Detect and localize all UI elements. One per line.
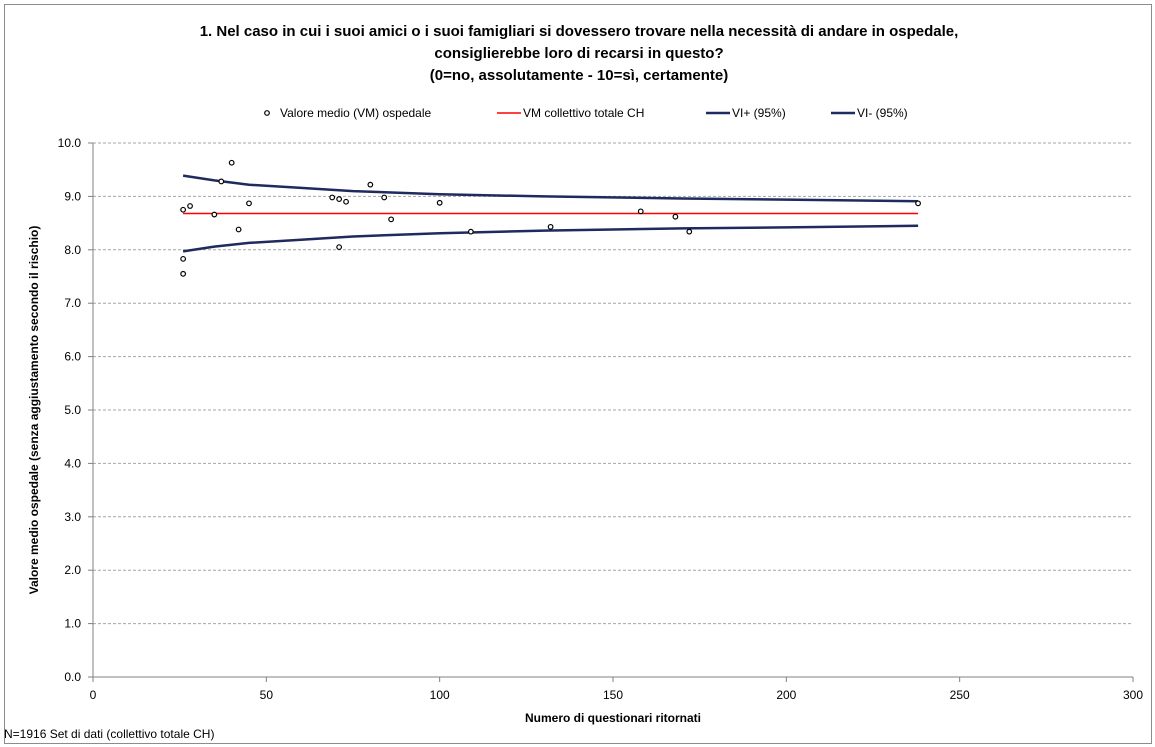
series-line [182, 174, 919, 203]
x-tick-label: 250 [950, 688, 970, 702]
y-tick-label: 5.0 [64, 403, 81, 417]
y-tick-label: 10.0 [58, 136, 82, 150]
data-point [180, 255, 187, 262]
data-point [336, 244, 343, 251]
x-tick-label: 300 [1123, 688, 1143, 702]
data-point [547, 223, 554, 230]
y-tick-label: 0.0 [64, 670, 81, 684]
x-tick-label: 100 [430, 688, 450, 702]
chart-title-line: 1. Nel caso in cui i suoi amici o i suoi… [200, 23, 959, 40]
y-tick-label: 9.0 [64, 189, 81, 203]
data-point [246, 200, 252, 207]
y-tick-label: 8.0 [64, 243, 81, 257]
data-point [672, 213, 679, 220]
chart-title-line: (0=no, assolutamente - 10=sì, certamente… [430, 67, 728, 84]
grid-lines [93, 142, 1133, 625]
chart-title: 1. Nel caso in cui i suoi amici o i suoi… [200, 23, 959, 84]
data-point [686, 228, 693, 235]
data-point [228, 159, 235, 166]
y-tick-label: 3.0 [64, 510, 81, 524]
chart-canvas: 1. Nel caso in cui i suoi amici o i suoi… [27, 23, 1143, 725]
legend-marker-icon [264, 110, 270, 116]
data-point [336, 196, 343, 202]
x-tick-label: 200 [776, 688, 796, 702]
y-tick-label: 6.0 [64, 350, 81, 364]
data-point [915, 200, 921, 207]
x-axis-title: Numero di questionari ritornati [525, 711, 701, 725]
series-line [182, 224, 919, 253]
chart-title-line: consiglierebbe loro di recarsi in questo… [434, 45, 723, 62]
legend-label: VM collettivo totale CH [523, 106, 644, 120]
x-tick-label: 50 [260, 688, 274, 702]
y-tick-label: 4.0 [64, 456, 81, 470]
data-point [367, 181, 374, 188]
chart-area: 1. Nel caso in cui i suoi amici o i suoi… [4, 4, 1152, 744]
data-point [329, 194, 336, 201]
chart-legend: Valore medio (VM) ospedale VM collettivo … [264, 106, 908, 120]
data-point [381, 194, 388, 201]
data-point [235, 226, 242, 233]
legend-label: Valore medio (VM) ospedale [280, 106, 432, 120]
axis-labels: 0 50 100 150 200 250 300 0.0 1.0 2.0 3.0 4.0 5.0 6.0 7… [27, 136, 1143, 725]
legend-label: VI+ (95%) [732, 106, 786, 120]
data-point [211, 211, 218, 218]
data-point [218, 178, 225, 185]
axes [88, 142, 1134, 682]
x-tick-label: 150 [603, 688, 623, 702]
legend-label: VI- (95%) [857, 106, 908, 120]
data-point [180, 206, 187, 213]
data-point [180, 270, 187, 277]
y-tick-label: 1.0 [64, 617, 81, 631]
y-tick-label: 2.0 [64, 563, 81, 577]
data-point [187, 203, 193, 209]
data-point [388, 216, 395, 223]
x-tick-label: 0 [90, 688, 97, 702]
y-axis-title: Valore medio ospedale (senza aggiustamen… [27, 226, 41, 595]
data-point [467, 228, 474, 235]
data-series [180, 159, 921, 277]
data-point [637, 208, 644, 215]
data-point [436, 199, 443, 206]
data-point [343, 198, 349, 205]
y-tick-label: 7.0 [64, 296, 81, 310]
footnote: N=1916 Set di dati (collettivo totale CH… [4, 727, 215, 741]
